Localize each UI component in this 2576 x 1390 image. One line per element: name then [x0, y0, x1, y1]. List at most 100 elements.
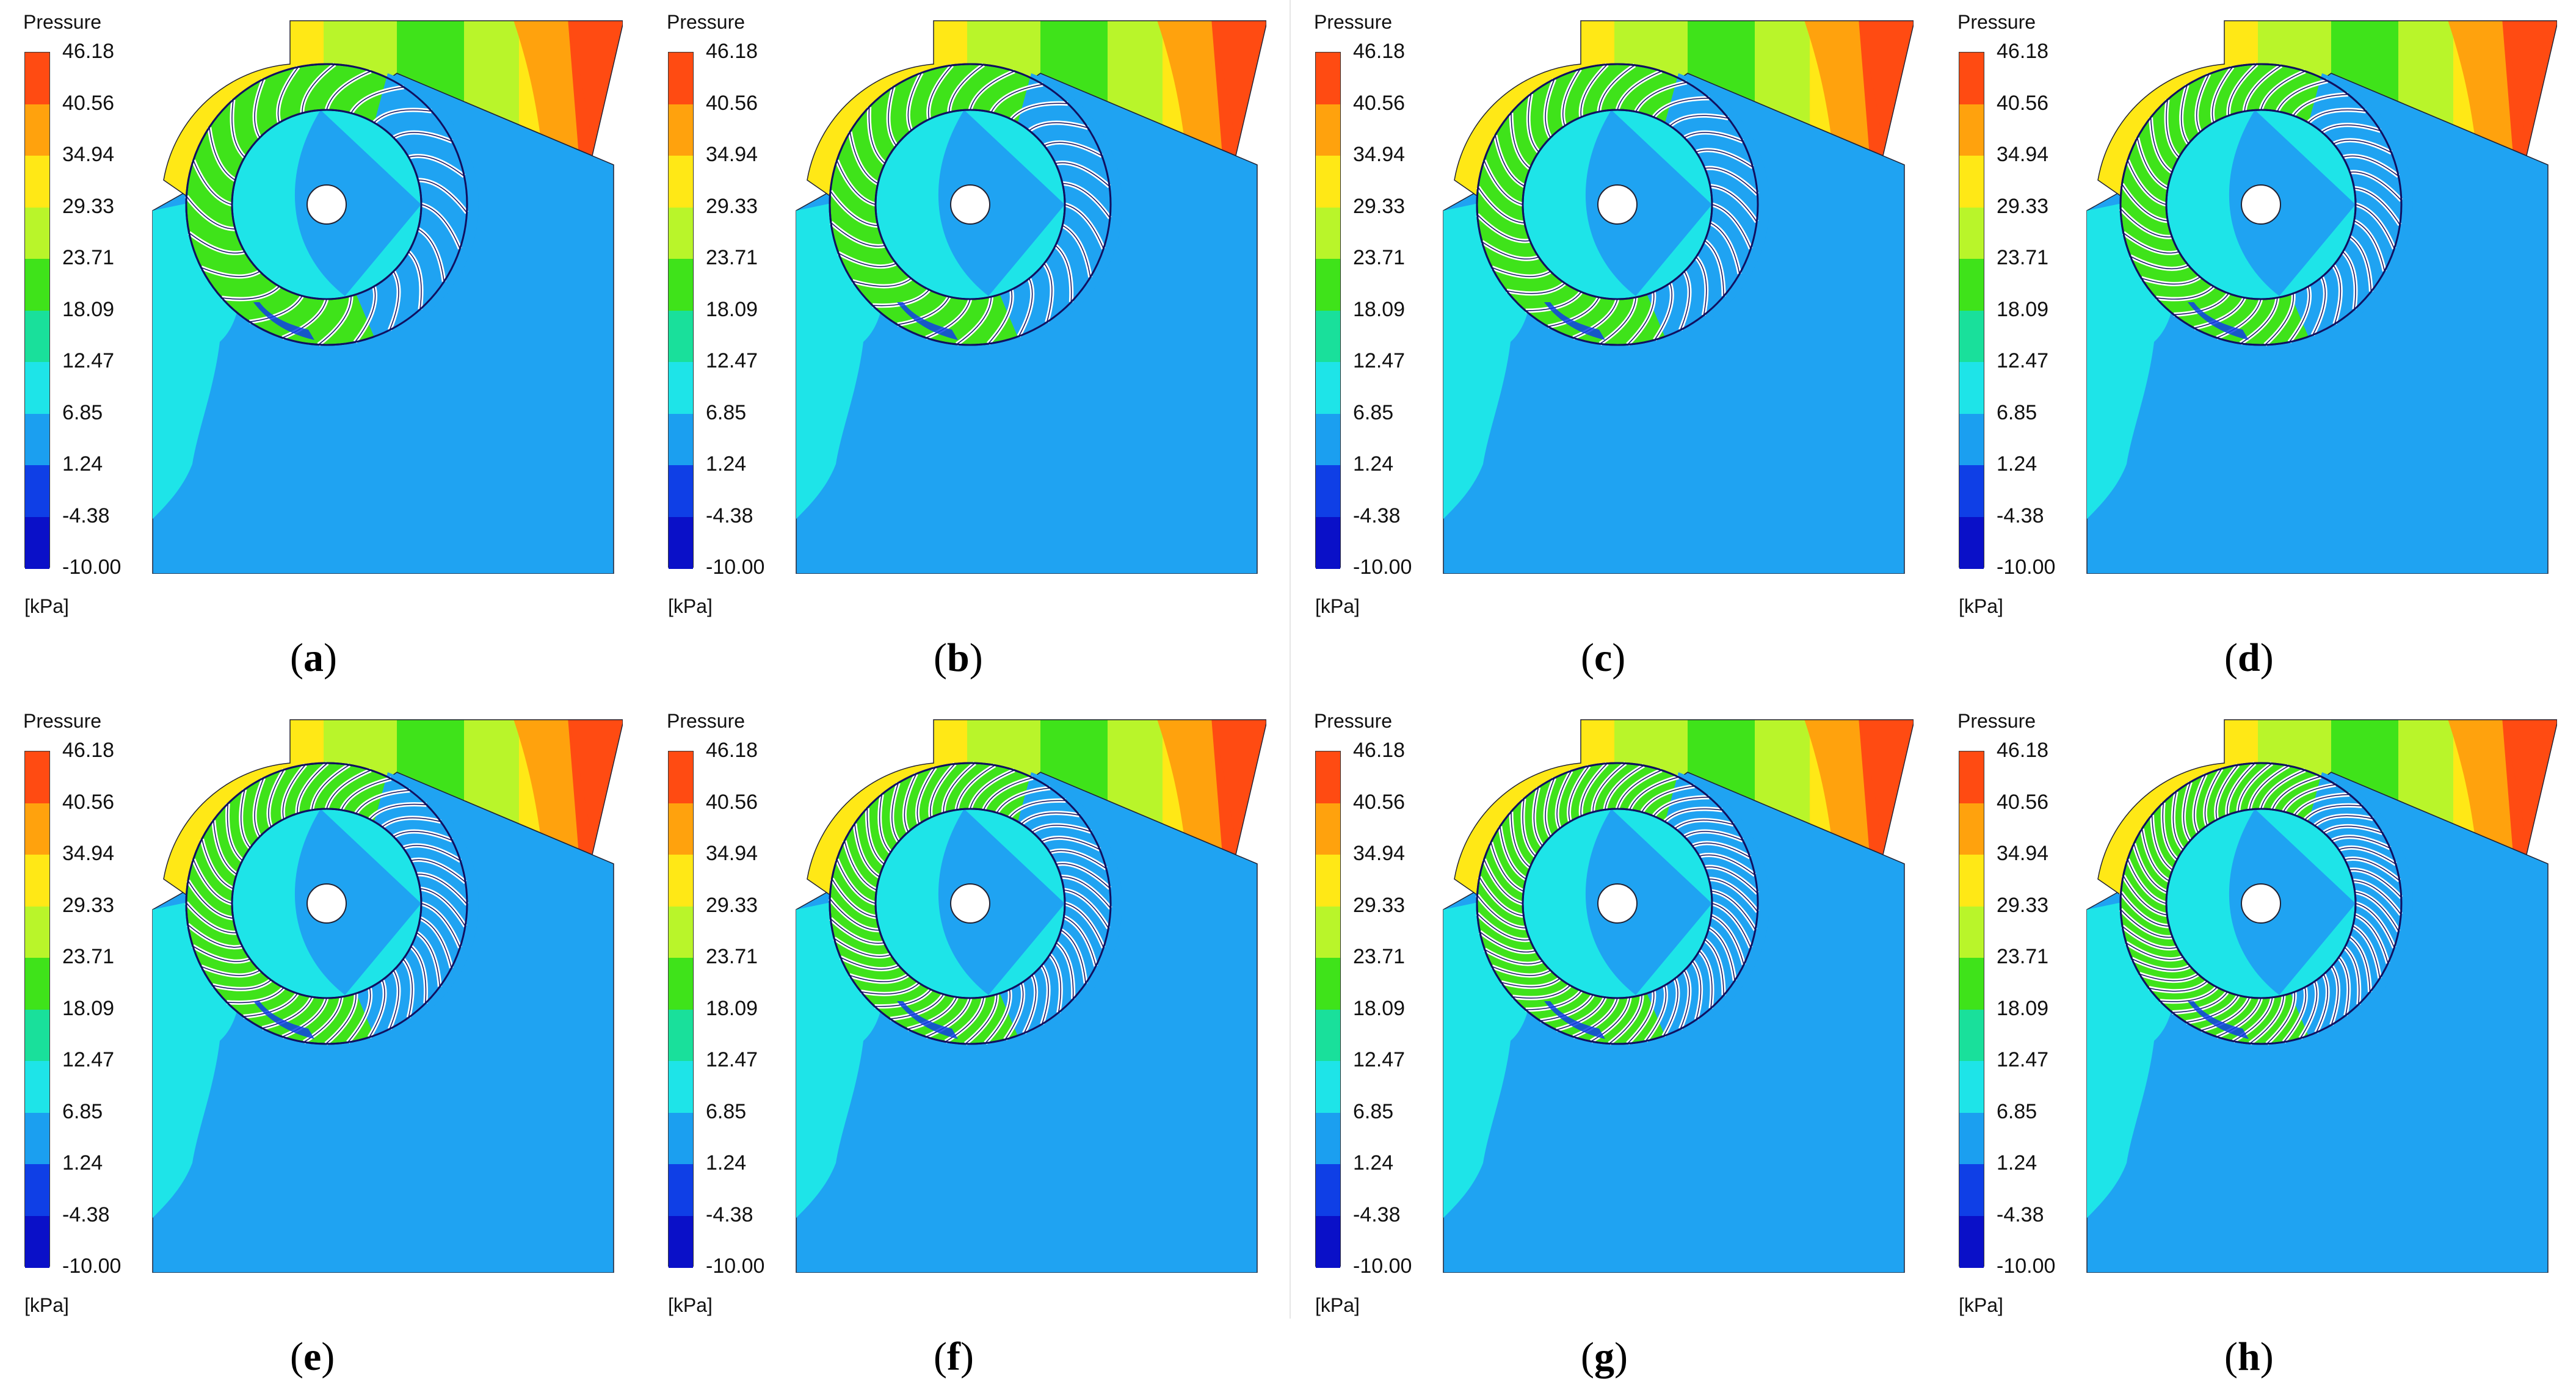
legend-unit: [kPa]	[24, 1294, 69, 1316]
legend-tick-label: 29.33	[706, 194, 758, 218]
panel-label: c	[1594, 635, 1613, 680]
legend-tick-label: 18.09	[62, 996, 115, 1020]
legend-band	[1316, 1061, 1340, 1113]
legend-tick-label: 6.85	[706, 400, 747, 424]
legend-title: Pressure	[23, 11, 102, 33]
panel-e: Pressure 46.18 40.56 34.94 29.33 23.71 18.09 12…	[0, 699, 644, 1389]
legend-tick-label: 1.24	[1353, 1151, 1394, 1175]
legend-title: Pressure	[1314, 11, 1393, 33]
legend-tick-label: 46.18	[1997, 739, 2049, 762]
panel-c: Pressure 46.18 40.56 34.94 29.33 23.71 18.09 12…	[1291, 0, 1934, 690]
legend-tick-label: 29.33	[706, 893, 758, 917]
legend-band	[669, 104, 693, 156]
legend-tick-label: -4.38	[1353, 504, 1401, 527]
legend-tick-label: 6.85	[1997, 1099, 2037, 1123]
legend-band	[669, 958, 693, 1010]
legend-tick-label: 46.18	[1353, 40, 1406, 63]
legend-band	[669, 1112, 693, 1165]
legend-tick-label: 46.18	[62, 739, 115, 762]
legend-tick-label: 23.71	[1353, 945, 1406, 968]
panel-f: Pressure 46.18 40.56 34.94 29.33 23.71 18.09 12…	[644, 699, 1287, 1389]
runner	[2119, 761, 2413, 1046]
legend-tick-label: -10.00	[62, 1254, 122, 1278]
legend-band	[669, 310, 693, 363]
legend-tick-label: 1.24	[706, 452, 747, 476]
legend-band	[669, 52, 693, 104]
legend-band	[669, 207, 693, 259]
legend-tick-label: -10.00	[1997, 556, 2056, 579]
legend-tick-label: 40.56	[62, 790, 115, 814]
legend-tick-label: 6.85	[706, 1099, 747, 1123]
legend-tick-label: 46.18	[706, 40, 758, 63]
legend-tick-label: 40.56	[1353, 91, 1406, 115]
legend-tick-label: 40.56	[1997, 790, 2049, 814]
legend-band	[1959, 1215, 1984, 1268]
legend-band	[25, 413, 49, 466]
runner	[828, 761, 1122, 1046]
panel-g: Pressure 46.18 40.56 34.94 29.33 23.71 18.09 12…	[1291, 699, 1934, 1389]
legend-tick-label: 6.85	[62, 400, 103, 424]
legend-band	[1959, 803, 1984, 855]
shaft	[2241, 184, 2281, 225]
legend-band	[1316, 52, 1340, 104]
legend-band	[25, 751, 49, 803]
legend-tick-label: -10.00	[1353, 1254, 1412, 1278]
legend-tick-label: 34.94	[62, 842, 115, 865]
legend-band	[1316, 906, 1340, 958]
legend-unit: [kPa]	[668, 1294, 713, 1316]
legend-band	[1316, 1112, 1340, 1165]
legend-band	[1959, 1061, 1984, 1113]
legend-title: Pressure	[1314, 710, 1393, 732]
legend-tick-label: 12.47	[62, 1048, 115, 1071]
legend-tick-label: 1.24	[1997, 1151, 2037, 1175]
legend-tick-label: -4.38	[62, 504, 110, 527]
pressure-contour-plot	[2086, 20, 2557, 574]
panel-label: f	[946, 1334, 960, 1379]
legend-band	[25, 362, 49, 414]
low-pressure-zone	[2188, 1001, 2249, 1039]
legend-band	[25, 906, 49, 958]
panel-label: g	[1594, 1334, 1614, 1379]
legend-tick-label: 40.56	[1997, 91, 2049, 115]
legend-tick-label: 12.47	[706, 349, 758, 372]
legend-tick-label: 46.18	[62, 40, 115, 63]
legend-band	[1316, 465, 1340, 517]
legend-band	[1959, 1164, 1984, 1216]
panel-caption: (b)	[934, 635, 983, 680]
legend-tick-label: 29.33	[62, 194, 115, 218]
pressure-contour-plot	[1443, 719, 1914, 1273]
legend-band	[1959, 310, 1984, 363]
legend-band	[669, 1164, 693, 1216]
panel-caption: (g)	[1581, 1334, 1628, 1379]
legend-unit: [kPa]	[1959, 1294, 2003, 1316]
pressure-contour-plot	[152, 20, 623, 574]
pressure-contour-plot	[796, 719, 1266, 1273]
runner	[1475, 761, 1769, 1046]
shaft	[950, 883, 990, 924]
legend-unit: [kPa]	[24, 595, 69, 617]
pressure-contour-plot	[796, 20, 1266, 574]
legend-tick-label: 1.24	[1353, 452, 1394, 476]
legend-tick-label: 18.09	[1353, 996, 1406, 1020]
panel-caption: (d)	[2224, 635, 2274, 680]
legend-band	[25, 156, 49, 208]
legend-band	[1316, 259, 1340, 311]
legend-band	[25, 855, 49, 907]
legend-band	[669, 751, 693, 803]
legend-unit: [kPa]	[1315, 1294, 1360, 1316]
legend-band	[1316, 803, 1340, 855]
runner	[829, 63, 1122, 346]
legend-band	[1959, 958, 1984, 1010]
legend-band	[669, 855, 693, 907]
legend-tick-label: 34.94	[706, 842, 758, 865]
legend-band	[1959, 156, 1984, 208]
legend-tick-label: -10.00	[62, 556, 122, 579]
pressure-contour-plot	[2086, 719, 2557, 1273]
legend-band	[25, 465, 49, 517]
legend-tick-label: -10.00	[1353, 556, 1412, 579]
low-pressure-zone	[2188, 302, 2249, 340]
legend-band	[1959, 1009, 1984, 1062]
legend-band	[1959, 751, 1984, 803]
legend-tick-label: 12.47	[706, 1048, 758, 1071]
